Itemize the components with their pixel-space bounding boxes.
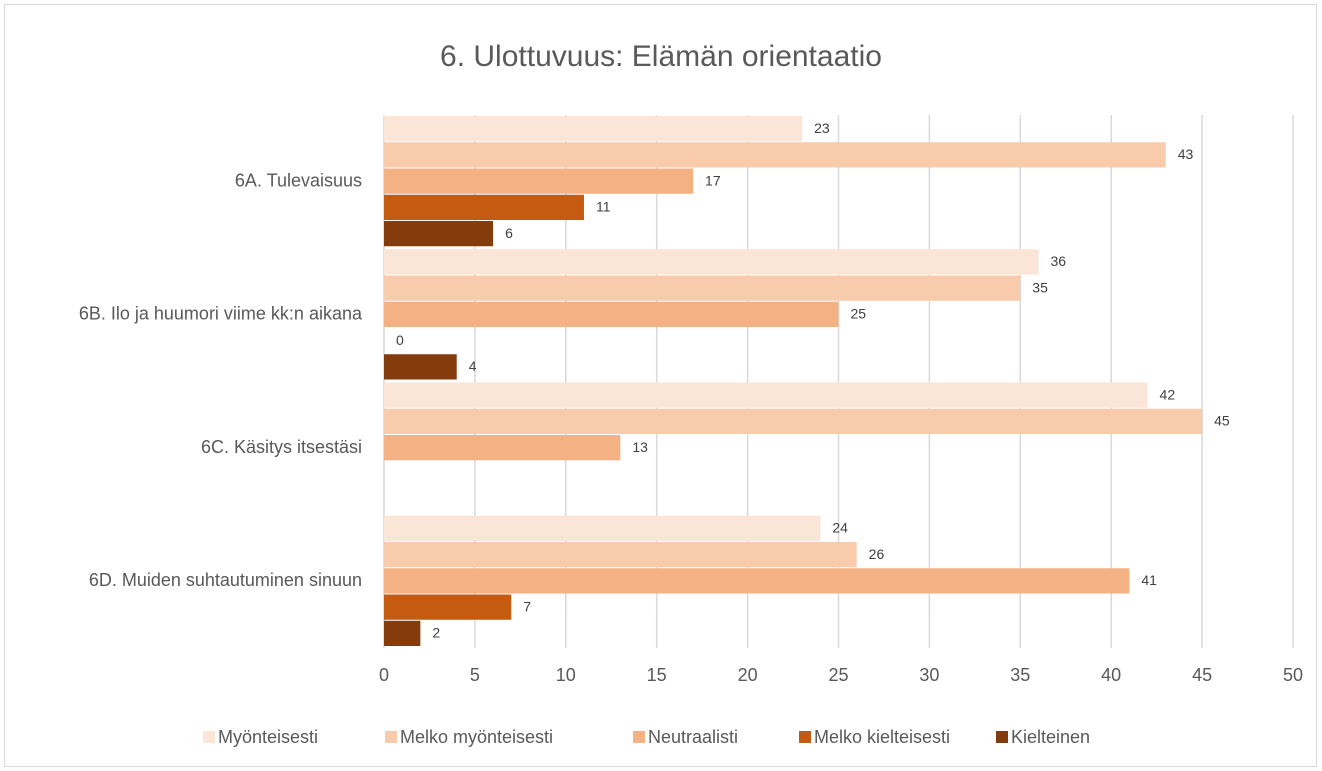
- legend-label: Melko kielteisesti: [814, 727, 950, 747]
- y-tick-label: 6C. Käsitys itsestäsi: [201, 437, 362, 457]
- bar: [384, 168, 694, 194]
- bar: [384, 249, 1039, 275]
- data-label: 2: [432, 625, 440, 641]
- data-label: 25: [851, 306, 867, 322]
- x-tick-label: 5: [470, 665, 480, 685]
- data-label: 35: [1032, 279, 1048, 295]
- bar: [384, 515, 821, 541]
- legend-label: Neutraalisti: [648, 727, 738, 747]
- data-label: 7: [523, 598, 531, 614]
- y-tick-label: 6B. Ilo ja huumori viime kk:n aikana: [79, 304, 363, 324]
- bar: [384, 435, 621, 461]
- bar: [384, 594, 512, 620]
- legend-swatch: [799, 731, 811, 743]
- data-label: 0: [396, 332, 404, 348]
- data-label: 13: [632, 439, 648, 455]
- chart-title: 6. Ulottuvuus: Elämän orientaatio: [440, 40, 882, 73]
- data-label: 23: [814, 120, 830, 136]
- x-tick-label: 40: [1101, 665, 1121, 685]
- data-label: 11: [596, 199, 611, 215]
- bar: [384, 142, 1166, 168]
- bar: [384, 542, 857, 568]
- legend-swatch: [633, 731, 645, 743]
- data-label: 45: [1214, 413, 1230, 429]
- x-tick-label: 15: [647, 665, 667, 685]
- x-tick-label: 30: [919, 665, 939, 685]
- y-tick-label: 6A. Tulevaisuus: [235, 170, 362, 190]
- data-label: 43: [1178, 146, 1194, 162]
- x-tick-label: 0: [379, 665, 389, 685]
- bar: [384, 194, 584, 220]
- legend-swatch: [385, 731, 397, 743]
- y-tick-label: 6D. Muiden suhtautuminen sinuun: [89, 570, 362, 590]
- x-tick-label: 35: [1010, 665, 1030, 685]
- x-tick-label: 50: [1283, 665, 1303, 685]
- data-label: 36: [1050, 253, 1066, 269]
- legend-label: Myönteisesti: [218, 727, 318, 747]
- data-label: 6: [505, 225, 513, 241]
- data-label: 17: [705, 172, 721, 188]
- legend-swatch: [996, 731, 1008, 743]
- data-label: 24: [832, 520, 848, 536]
- bar: [384, 275, 1021, 301]
- x-tick-label: 25: [828, 665, 848, 685]
- x-tick-label: 20: [738, 665, 758, 685]
- bar: [384, 354, 457, 380]
- x-tick-label: 10: [556, 665, 576, 685]
- bar: [384, 382, 1148, 408]
- data-label: 41: [1141, 572, 1157, 588]
- bar: [384, 221, 494, 247]
- bar: [384, 116, 803, 142]
- legend-label: Kielteinen: [1011, 727, 1090, 747]
- data-label: 42: [1160, 386, 1176, 402]
- bar: [384, 301, 839, 327]
- data-label: 4: [469, 358, 477, 374]
- legend-label: Melko myönteisesti: [400, 727, 553, 747]
- data-label: 26: [869, 546, 885, 562]
- bar: [384, 620, 421, 646]
- x-tick-label: 45: [1192, 665, 1212, 685]
- bar: [384, 568, 1130, 594]
- legend-swatch: [203, 731, 215, 743]
- bar: [384, 408, 1203, 434]
